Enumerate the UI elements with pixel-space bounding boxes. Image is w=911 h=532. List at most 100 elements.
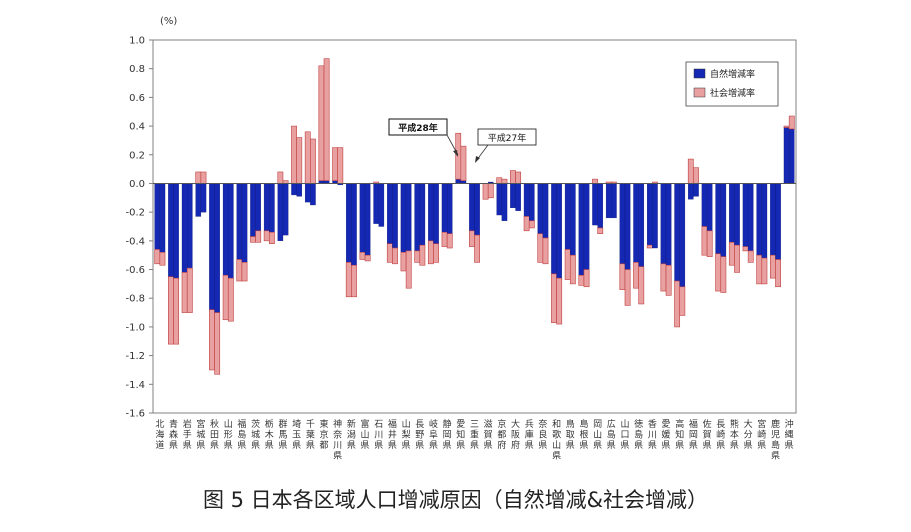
bar-social-h27 <box>564 249 571 280</box>
bar-social-h28 <box>419 244 426 266</box>
legend-box <box>685 61 779 107</box>
bar-natural-h28 <box>200 183 207 213</box>
bar-social-h27 <box>250 236 256 243</box>
bar-social-h28 <box>392 247 398 265</box>
bar-natural-h27 <box>701 183 708 227</box>
bar-social-h27 <box>400 252 407 272</box>
x-tick-label: 鹿児島県 <box>771 418 780 462</box>
annotation-h27: 平成27年 <box>475 128 537 163</box>
x-tick-label: 神奈川県 <box>333 418 342 462</box>
bar-social-h27 <box>195 171 202 184</box>
bar-social-h27 <box>769 254 776 279</box>
bar-social-h27 <box>277 171 284 184</box>
bar-natural-h27 <box>387 183 393 244</box>
bar-social-h27 <box>222 274 229 321</box>
bar-natural-h27 <box>277 183 284 241</box>
bar-natural-h27 <box>181 183 188 273</box>
bar-natural-h28 <box>693 183 699 197</box>
bar-social-h27 <box>154 249 161 265</box>
bar-social-h28 <box>487 183 494 199</box>
bar-natural-h28 <box>747 183 754 252</box>
bar-social-h28 <box>364 254 371 262</box>
x-tick-label: 兵庫県 <box>525 418 534 451</box>
bar-social-h28 <box>706 230 713 257</box>
bar-social-h28 <box>583 269 590 288</box>
x-tick-label: 福岡県 <box>689 418 698 451</box>
bar-natural-h27 <box>455 179 461 184</box>
y-tick-label: 0.0 <box>129 179 145 190</box>
bar-natural-h28 <box>446 183 453 234</box>
bar-social-h28 <box>665 264 672 296</box>
x-tick-label: 鳥取県 <box>566 418 575 451</box>
x-tick-label: 沖縄県 <box>785 418 794 451</box>
bar-social-h27 <box>455 132 462 180</box>
bar-social-h27 <box>482 183 489 200</box>
bar-natural-h28 <box>296 183 302 197</box>
x-tick-label: 愛知県 <box>456 418 465 451</box>
bar-social-h28 <box>501 178 508 184</box>
bar-natural-h27 <box>633 183 639 263</box>
bar-natural-h28 <box>789 128 795 184</box>
bar-social-h28 <box>227 277 234 322</box>
x-tick-label: 石川県 <box>374 420 383 451</box>
bar-social-h27 <box>209 309 215 371</box>
bar-social-h27 <box>728 241 735 266</box>
bar-social-h27 <box>332 147 338 181</box>
x-tick-label: 埼玉県 <box>292 418 301 451</box>
bar-natural-h28 <box>269 183 275 233</box>
bar-social-h27 <box>592 178 598 184</box>
y-tick-label: -0.8 <box>125 294 145 305</box>
x-tick-label: 京都府 <box>497 418 506 451</box>
bar-natural-h28 <box>570 183 576 256</box>
bar-natural-h27 <box>551 183 557 274</box>
annotation-h28-arrowhead <box>453 150 458 157</box>
x-tick-label: 岐阜県 <box>429 418 438 451</box>
bar-natural-h28 <box>665 183 672 266</box>
bar-social-h28 <box>556 277 563 325</box>
bar-natural-h28 <box>638 183 645 267</box>
bar-social-h27 <box>742 246 749 252</box>
x-tick-label: 宮崎県 <box>757 418 766 451</box>
annotation-h28-text: 平成28年 <box>398 122 438 134</box>
bar-social-h27 <box>715 253 722 292</box>
bar-social-h27 <box>236 259 243 282</box>
bar-social-h28 <box>474 234 480 263</box>
x-tick-label: 福井県 <box>388 418 397 451</box>
y-axis: 1.0 0.8 0.6 0.4 0.2 0.0 -0.2 -0.4 -0.6 -0.8 -1.0 -1… <box>125 36 153 420</box>
bar-natural-h27 <box>469 183 475 231</box>
bar-natural-h27 <box>592 183 598 226</box>
bar-social-h27 <box>783 125 790 128</box>
bar-social-h28 <box>638 266 645 305</box>
bar-natural-h28 <box>228 183 234 279</box>
bar-natural-h28 <box>597 183 603 229</box>
bar-social-h27 <box>359 252 366 260</box>
bar-natural-h28 <box>282 183 289 236</box>
bar-natural-h27 <box>263 183 270 231</box>
bar-natural-h27 <box>742 183 749 247</box>
bar-social-h28 <box>268 231 275 245</box>
bar-natural-h28 <box>775 183 781 260</box>
bar-natural-h27 <box>619 183 626 264</box>
bar-natural-h28 <box>624 183 631 270</box>
bar-natural-h28 <box>173 183 179 279</box>
population-change-chart: (%) 1.0 0.8 0.6 0.4 0.2 0.0 -0.2 -0.4 -0.6 -0.8 -1… <box>125 16 797 462</box>
x-tick-label: 滋賀県 <box>484 418 493 451</box>
bar-natural-h27 <box>537 183 544 234</box>
legend-label-social: 社会増減率 <box>710 87 755 99</box>
x-tick-label: 新潟県 <box>347 418 356 451</box>
x-tick-label: 千葉県 <box>306 419 315 451</box>
bar-natural-h27 <box>414 183 420 252</box>
bar-natural-h28 <box>679 183 686 287</box>
bar-social-h28 <box>200 171 207 184</box>
x-tick-label: 香川県 <box>648 419 657 451</box>
bar-social-h28 <box>173 277 180 345</box>
bar-natural-h28 <box>351 183 357 266</box>
bar-social-h28 <box>624 269 631 306</box>
x-tick-label: 長崎県 <box>716 419 725 451</box>
bar-natural-h28 <box>419 183 426 246</box>
legend-label-natural: 自然増減率 <box>710 68 755 80</box>
bar-natural-h27 <box>729 183 735 243</box>
bar-natural-h28 <box>241 183 248 263</box>
bar-natural-h28 <box>310 183 316 206</box>
x-tick-label: 山形県 <box>224 419 233 451</box>
